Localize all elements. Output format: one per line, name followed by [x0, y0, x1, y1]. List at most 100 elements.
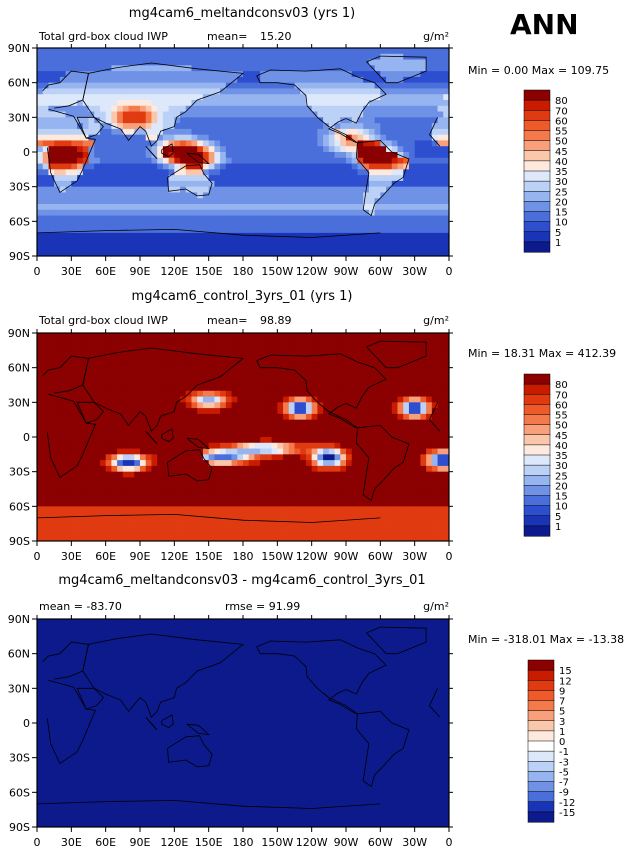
map-cell: [59, 448, 67, 455]
map-cell: [386, 227, 393, 234]
map-cell: [59, 385, 67, 392]
map-cell: [151, 448, 158, 455]
map-cell: [157, 180, 164, 188]
map-cell: [277, 350, 284, 357]
map-cell: [99, 506, 107, 513]
map-field: [37, 333, 450, 542]
map-cell: [202, 471, 210, 478]
map-cell: [391, 425, 398, 432]
map-cell: [346, 71, 353, 78]
map-cell: [386, 152, 393, 159]
map-cell: [403, 500, 410, 507]
map-cell: [128, 425, 135, 432]
map-cell: [403, 402, 410, 409]
map-cell: [99, 402, 107, 409]
map-cell: [168, 402, 175, 409]
map-cell: [214, 419, 221, 426]
map-cell: [334, 419, 341, 426]
map-cell: [243, 169, 250, 176]
map-cell: [82, 465, 89, 473]
map-cell: [300, 408, 307, 415]
map-cell: [403, 82, 410, 89]
map-cell: [65, 221, 72, 228]
map-cell: [431, 94, 438, 101]
map-cell: [363, 169, 370, 176]
map-cell: [283, 425, 290, 432]
map-cell: [380, 402, 387, 409]
map-cell: [111, 198, 118, 205]
map-cell: [351, 128, 358, 136]
map-cell: [197, 53, 204, 60]
map-cell: [351, 361, 358, 369]
map-cell: [380, 53, 387, 60]
map-cell: [254, 367, 261, 374]
map-cell: [122, 344, 129, 351]
map-cell: [391, 471, 398, 478]
map-cell: [243, 437, 250, 444]
map-cell: [391, 53, 398, 60]
map-cell: [231, 250, 238, 257]
map-cell: [414, 506, 421, 513]
map-cell: [157, 390, 164, 397]
map-cell: [386, 157, 393, 164]
map-cell: [243, 350, 250, 357]
map-cell: [122, 76, 129, 84]
map-cell: [157, 238, 164, 245]
map-cell: [65, 483, 72, 490]
map-cell: [271, 48, 278, 55]
map-cell: [271, 117, 278, 124]
map-cell: [208, 431, 215, 438]
map-cell: [265, 402, 273, 409]
map-cell: [134, 338, 141, 345]
map-cell: [134, 413, 141, 421]
map-cell: [334, 344, 341, 351]
map-cell: [231, 65, 238, 72]
map-cell: [105, 483, 112, 490]
map-cell: [357, 408, 364, 415]
map-cell: [134, 442, 141, 449]
map-cell: [202, 59, 210, 66]
map-cell: [334, 471, 341, 478]
map-cell: [271, 344, 278, 351]
map-cell: [294, 94, 301, 101]
map-cell: [277, 385, 284, 392]
map-cell: [397, 333, 404, 340]
map-cell: [248, 157, 255, 164]
map-cell: [174, 111, 181, 118]
map-cell: [117, 88, 124, 95]
map-cell: [54, 186, 61, 193]
map-cell: [305, 413, 313, 421]
map-cell: [271, 100, 278, 107]
map-cell: [180, 483, 187, 490]
map-cell: [105, 71, 112, 78]
map-cell: [111, 448, 118, 455]
map-cell: [294, 419, 301, 426]
map-cell: [140, 367, 147, 374]
map-cell: [37, 361, 44, 369]
map-cell: [117, 186, 124, 193]
map-cell: [443, 361, 450, 369]
map-cell: [48, 506, 55, 513]
map-cell: [334, 500, 341, 507]
map-cell: [180, 413, 187, 421]
map-cell: [346, 460, 353, 467]
map-cell: [340, 71, 347, 78]
map-cell: [283, 471, 290, 478]
map-cell: [283, 146, 290, 153]
map-cell: [225, 408, 232, 415]
map-cell: [334, 390, 341, 397]
map-cell: [260, 128, 267, 136]
map-cell: [157, 65, 164, 72]
map-cell: [305, 128, 313, 136]
map-cell: [397, 59, 404, 66]
map-cell: [408, 227, 416, 234]
map-cell: [437, 59, 444, 66]
map-cell: [368, 76, 376, 84]
map-cell: [443, 221, 450, 228]
map-cell: [288, 117, 295, 124]
map-cell: [254, 128, 261, 136]
map-cell: [408, 192, 416, 199]
map-cell: [94, 100, 101, 107]
map-cell: [59, 65, 67, 72]
map-cell: [225, 192, 232, 199]
